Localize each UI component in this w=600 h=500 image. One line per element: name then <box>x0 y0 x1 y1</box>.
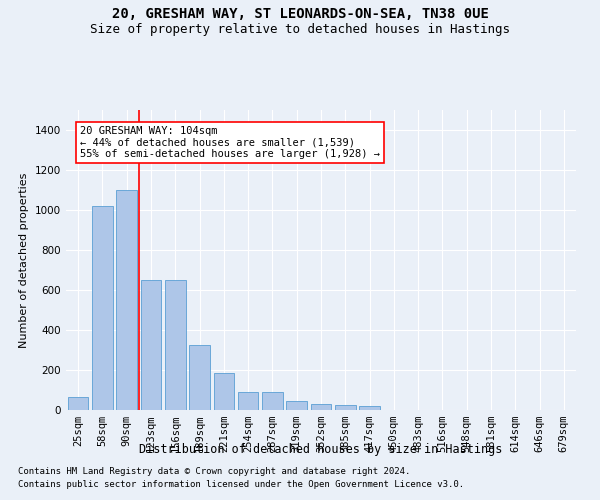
Bar <box>238 392 259 410</box>
Bar <box>92 206 113 410</box>
Bar <box>140 280 161 410</box>
Bar <box>116 190 137 410</box>
Text: Size of property relative to detached houses in Hastings: Size of property relative to detached ho… <box>90 22 510 36</box>
Bar <box>359 406 380 410</box>
Bar <box>286 401 307 410</box>
Y-axis label: Number of detached properties: Number of detached properties <box>19 172 29 348</box>
Text: Contains public sector information licensed under the Open Government Licence v3: Contains public sector information licen… <box>18 480 464 489</box>
Bar <box>262 392 283 410</box>
Bar <box>214 373 234 410</box>
Bar <box>68 397 88 410</box>
Bar <box>335 405 356 410</box>
Text: Contains HM Land Registry data © Crown copyright and database right 2024.: Contains HM Land Registry data © Crown c… <box>18 467 410 476</box>
Text: 20 GRESHAM WAY: 104sqm
← 44% of detached houses are smaller (1,539)
55% of semi-: 20 GRESHAM WAY: 104sqm ← 44% of detached… <box>80 126 380 159</box>
Bar <box>311 404 331 410</box>
Bar <box>189 345 210 410</box>
Text: 20, GRESHAM WAY, ST LEONARDS-ON-SEA, TN38 0UE: 20, GRESHAM WAY, ST LEONARDS-ON-SEA, TN3… <box>112 8 488 22</box>
Text: Distribution of detached houses by size in Hastings: Distribution of detached houses by size … <box>139 442 503 456</box>
Bar <box>165 280 185 410</box>
